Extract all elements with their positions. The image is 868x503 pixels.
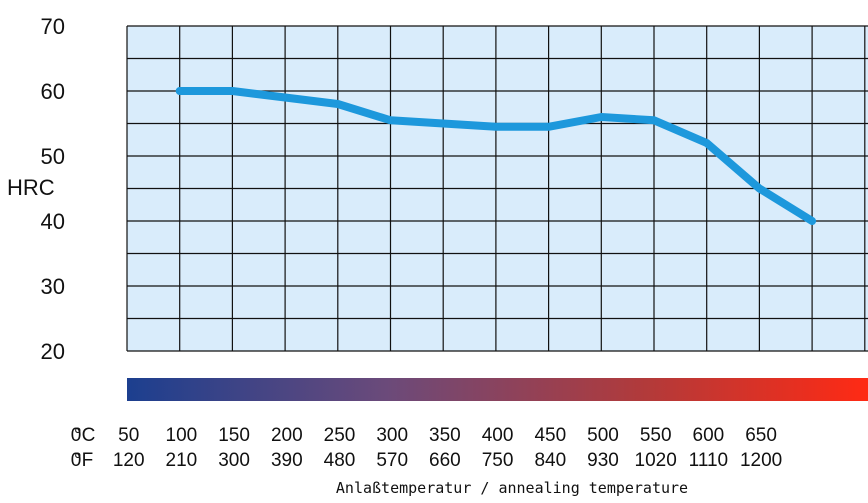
data-point [545, 123, 553, 131]
data-point [755, 185, 763, 192]
y-tick-label: 20 [41, 339, 65, 364]
x-tick-label-celsius: 550 [640, 425, 672, 446]
x-tick-label-fahrenheit: 840 [534, 450, 566, 471]
x-tick-label-fahrenheit: 570 [376, 450, 408, 471]
x-axis-ticks-fahrenheit: 0 120 210 300 390 480 570 660 750 840 930 1020 1110 1… [71, 450, 783, 471]
x-tick-label-celsius: 50 [118, 425, 139, 446]
x-axis-label: Anlaßtemperatur / annealing temperature [336, 479, 688, 497]
x-tick-label-celsius: 450 [534, 425, 566, 446]
y-tick-label: 70 [41, 14, 65, 39]
x-tick-label-fahrenheit: 480 [324, 450, 356, 471]
x-tick-label-celsius: 250 [324, 425, 356, 446]
x-tick-label-celsius: 0 [71, 425, 82, 446]
series-points [176, 87, 816, 225]
data-point [281, 94, 289, 101]
x-axis-ticks-celsius: 0 50 100 150 200 250 300 350 400 450 500 550 600 650 [71, 425, 777, 446]
data-point [387, 116, 394, 124]
x-tick-label-fahrenheit: 120 [113, 450, 145, 471]
x-tick-label-celsius: 350 [429, 425, 461, 446]
x-tick-label-fahrenheit: 1020 [635, 450, 677, 471]
x-tick-label-celsius: 300 [376, 425, 408, 446]
data-point [439, 120, 447, 127]
x-tick-label-fahrenheit: 300 [218, 450, 250, 471]
x-tick-label-celsius: 650 [745, 425, 777, 446]
x-tick-label-fahrenheit: 390 [271, 450, 303, 471]
celsius-unit-label: °C [74, 425, 95, 446]
x-tick-label-fahrenheit: 930 [587, 450, 619, 471]
x-tick-label-celsius: 200 [271, 425, 303, 446]
data-point [492, 123, 500, 131]
x-tick-label-celsius: 600 [693, 425, 725, 446]
temperature-gradient-bar [127, 378, 868, 401]
x-tick-label-fahrenheit: 1200 [740, 450, 782, 471]
data-point [808, 217, 816, 225]
x-tick-label-celsius: 100 [166, 425, 198, 446]
x-tick-label-celsius: 500 [587, 425, 619, 446]
data-point [650, 116, 658, 124]
x-tick-label-celsius: 150 [218, 425, 250, 446]
data-point [703, 139, 711, 147]
data-point [228, 87, 236, 95]
x-tick-label-fahrenheit: 660 [429, 450, 461, 471]
y-tick-label: 60 [41, 79, 65, 104]
y-tick-label: 40 [41, 209, 65, 234]
y-tick-label: 50 [41, 144, 65, 169]
x-tick-label-fahrenheit: 1110 [689, 450, 728, 471]
y-axis-ticks: 70 60 50 40 30 20 [41, 14, 65, 364]
x-tick-label-fahrenheit: 0 [71, 450, 82, 471]
fahrenheit-unit-label: °F [74, 450, 93, 471]
y-axis-label: HRC [7, 175, 55, 200]
data-point [176, 87, 184, 95]
data-point [597, 113, 605, 121]
x-tick-label-fahrenheit: 750 [482, 450, 514, 471]
x-tick-label-fahrenheit: 210 [166, 450, 198, 471]
y-tick-label: 30 [41, 274, 65, 299]
data-point [334, 100, 342, 108]
x-tick-label-celsius: 400 [482, 425, 514, 446]
